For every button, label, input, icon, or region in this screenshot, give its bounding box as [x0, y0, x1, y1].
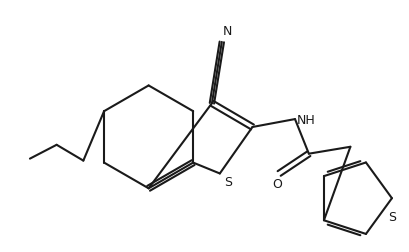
Text: NH: NH — [297, 113, 316, 126]
Text: N: N — [223, 24, 232, 37]
Text: S: S — [224, 175, 232, 188]
Text: S: S — [388, 210, 396, 223]
Text: O: O — [272, 177, 282, 190]
